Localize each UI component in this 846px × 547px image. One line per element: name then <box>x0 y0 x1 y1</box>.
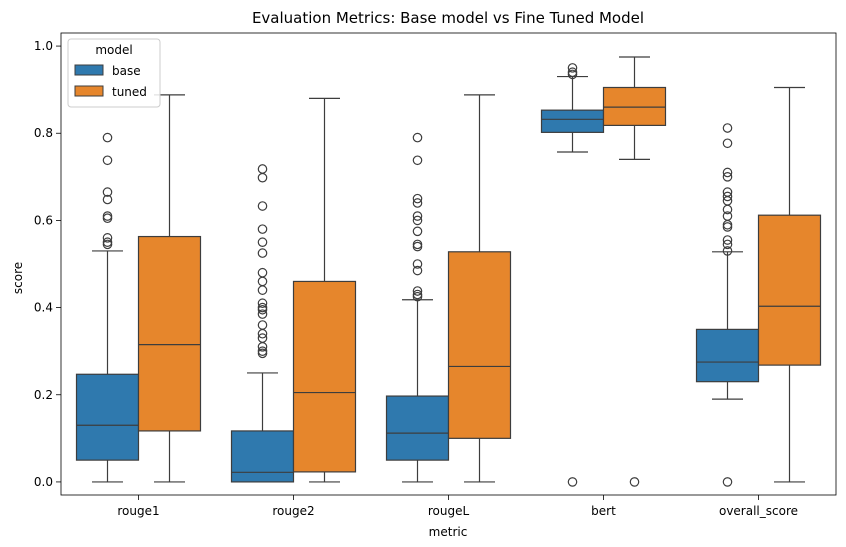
box-base-rougeL <box>385 132 450 483</box>
box-tuned-rouge1 <box>137 94 202 483</box>
outlier-point <box>567 477 578 487</box>
box-base-overall_score <box>695 123 760 487</box>
plot-area <box>75 56 822 487</box>
box-tuned-overall_score <box>757 86 822 483</box>
outlier-point <box>257 267 268 278</box>
outlier-point <box>257 248 268 258</box>
x-axis: rouge1 rouge2 rougeL bert overall_score <box>117 495 798 518</box>
x-tick-label: bert <box>591 504 616 518</box>
outlier-point <box>722 204 733 215</box>
x-tick-label: rouge2 <box>272 504 314 518</box>
box-body <box>137 235 202 432</box>
box-tuned-rougeL <box>447 94 512 483</box>
outlier-point <box>722 172 733 182</box>
box-body <box>695 328 760 383</box>
box-base-rouge1 <box>75 132 140 483</box>
outlier-point <box>412 132 423 143</box>
outlier-point <box>257 276 268 287</box>
outlier-point <box>412 215 423 226</box>
outlier-point <box>412 259 423 269</box>
box-body <box>602 86 667 127</box>
legend-label-tuned: tuned <box>112 85 147 99</box>
outlier-point <box>257 342 268 352</box>
outlier-point <box>412 291 423 302</box>
legend-title: model <box>95 43 132 57</box>
x-tick-label: rougeL <box>428 504 470 518</box>
outlier-point <box>102 187 113 197</box>
box-tuned-rouge2 <box>292 97 357 483</box>
box-base-rouge2 <box>230 164 295 483</box>
outlier-point <box>722 138 733 149</box>
outlier-point <box>722 123 733 133</box>
y-tick-label: 0.0 <box>34 475 53 489</box>
y-axis-label: score <box>11 262 25 294</box>
legend-label-base: base <box>112 64 141 78</box>
y-tick-label: 0.8 <box>34 126 53 140</box>
legend-swatch-tuned <box>74 85 104 97</box>
box-body <box>230 430 295 483</box>
y-tick-label: 0.6 <box>34 213 53 227</box>
outlier-point <box>257 298 268 309</box>
outlier-point <box>257 285 268 295</box>
outlier-point <box>102 213 113 224</box>
outlier-point <box>412 198 423 208</box>
outlier-point <box>412 226 423 237</box>
outlier-point <box>567 69 578 80</box>
y-axis: 0.0 0.2 0.4 0.6 0.8 1.0 <box>34 39 61 489</box>
outlier-point <box>567 63 578 73</box>
outlier-point <box>257 328 268 339</box>
x-tick-label: overall_score <box>719 504 798 518</box>
outlier-point <box>722 239 733 250</box>
outlier-point <box>412 286 423 296</box>
outlier-point <box>412 265 423 276</box>
outlier-point <box>722 235 733 245</box>
outlier-point <box>257 172 268 183</box>
outlier-point <box>102 239 113 250</box>
outlier-point <box>629 477 640 487</box>
outlier-point <box>257 304 268 315</box>
box-body <box>540 109 605 133</box>
x-tick-label: rouge1 <box>117 504 159 518</box>
outlier-point <box>722 191 733 202</box>
x-axis-label: metric <box>429 525 468 539</box>
outlier-point <box>257 237 268 248</box>
outlier-point <box>102 233 113 243</box>
box-body <box>292 280 357 473</box>
y-tick-label: 0.2 <box>34 388 53 402</box>
outlier-point <box>722 222 733 232</box>
outlier-point <box>722 167 733 178</box>
y-tick-label: 1.0 <box>34 39 53 53</box>
outlier-point <box>722 477 733 487</box>
outlier-point <box>257 309 268 319</box>
outlier-point <box>102 194 113 205</box>
box-body <box>447 251 512 439</box>
outlier-point <box>102 132 113 143</box>
legend-swatch-base <box>74 64 104 76</box>
outlier-point <box>257 348 268 359</box>
y-tick-label: 0.4 <box>34 301 53 315</box>
box-base-bert <box>540 63 605 487</box>
outlier-point <box>722 246 733 256</box>
outlier-point <box>722 211 733 221</box>
outlier-point <box>257 164 268 174</box>
outlier-point <box>257 201 268 211</box>
box-tuned-bert <box>602 56 667 487</box>
outlier-point <box>102 155 113 166</box>
outlier-point <box>412 211 423 221</box>
outlier-point <box>257 320 268 330</box>
box-body <box>385 395 450 461</box>
legend: model base tuned <box>67 38 161 108</box>
chart-title: Evaluation Metrics: Base model vs Fine T… <box>252 9 644 27</box>
outlier-point <box>412 155 423 166</box>
outlier-point <box>257 224 268 234</box>
box-body <box>757 214 822 366</box>
box-body <box>75 373 140 461</box>
outlier-point <box>412 241 423 252</box>
outlier-point <box>412 193 423 204</box>
